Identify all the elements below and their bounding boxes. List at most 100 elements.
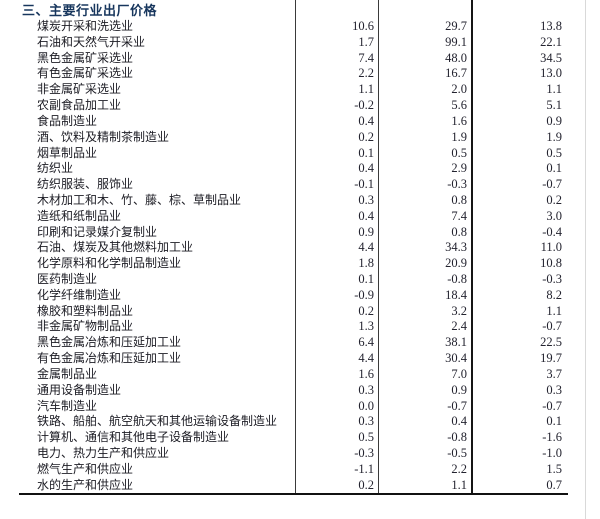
table-row: 纺织服装、服饰业 -0.1 -0.3 -0.7 <box>0 177 600 193</box>
value-col-1: 0.3 <box>358 382 374 397</box>
value-col-3: 1.1 <box>546 303 562 318</box>
column-divider-3 <box>471 0 473 494</box>
value-col-3: -0.3 <box>542 272 562 286</box>
value-col-1: 0.4 <box>358 113 374 128</box>
table-row: 酒、饮料及精制茶制造业 0.2 1.9 1.9 <box>0 130 600 146</box>
industry-name: 石油、煤炭及其他燃料加工业 <box>37 240 194 255</box>
value-col-3: 3.7 <box>546 366 562 381</box>
table-rows: 煤炭开采和洗选业 10.6 29.7 13.8 石油和天然气开采业 1.7 99.1 22.1… <box>0 19 600 493</box>
industry-name: 有色金属冶炼和压延加工业 <box>37 351 182 366</box>
value-col-3: 22.5 <box>540 335 562 350</box>
value-col-3: 1.1 <box>546 82 562 97</box>
value-col-2: 34.3 <box>445 240 467 255</box>
value-col-3: 8.2 <box>546 287 562 302</box>
value-col-3: 0.1 <box>546 161 562 176</box>
value-col-3: 0.9 <box>546 113 562 128</box>
industry-name: 造纸和纸制品业 <box>37 208 122 223</box>
industry-name: 有色金属矿采选业 <box>37 66 134 81</box>
industry-name: 电力、热力生产和供应业 <box>37 445 170 460</box>
value-col-2: 99.1 <box>445 34 467 49</box>
value-col-3: 0.3 <box>546 382 562 397</box>
value-col-2: 2.2 <box>451 461 467 476</box>
value-col-3: 5.1 <box>546 98 562 113</box>
table-row: 石油和天然气开采业 1.7 99.1 22.1 <box>0 35 600 51</box>
value-col-2: 20.9 <box>445 256 467 271</box>
value-col-3: 3.0 <box>546 208 562 223</box>
table-row: 化学纤维制造业 -0.9 18.4 8.2 <box>0 288 600 304</box>
value-col-2: 0.8 <box>451 224 467 239</box>
table-row: 黑色金属冶炼和压延加工业 6.4 38.1 22.5 <box>0 335 600 351</box>
industry-name: 印刷和记录媒介复制业 <box>37 224 158 239</box>
table-row: 煤炭开采和洗选业 10.6 29.7 13.8 <box>0 19 600 35</box>
column-divider-2 <box>378 0 379 494</box>
value-col-1: 1.1 <box>358 82 374 97</box>
value-col-1: 0.2 <box>358 303 374 318</box>
section-title: 三、主要行业出厂价格 <box>22 3 158 18</box>
value-col-3: -1.0 <box>542 445 562 460</box>
value-col-3: 0.5 <box>546 145 562 160</box>
table-row: 石油、煤炭及其他燃料加工业 4.4 34.3 11.0 <box>0 240 600 256</box>
table-row: 有色金属矿采选业 2.2 16.7 13.0 <box>0 66 600 82</box>
industry-name: 石油和天然气开采业 <box>37 34 146 49</box>
table-row: 黑色金属矿采选业 7.4 48.0 34.5 <box>0 51 600 67</box>
table-row: 燃气生产和供应业 -1.1 2.2 1.5 <box>0 462 600 478</box>
value-col-3: -0.4 <box>542 224 562 239</box>
industry-name: 黑色金属矿采选业 <box>37 50 134 65</box>
value-col-3: 1.5 <box>546 461 562 476</box>
industry-name: 黑色金属冶炼和压延加工业 <box>37 335 182 350</box>
value-col-2: -0.8 <box>447 272 467 286</box>
value-col-2: 3.2 <box>451 303 467 318</box>
table-row: 汽车制造业 0.0 -0.7 -0.7 <box>0 399 600 415</box>
value-col-1: 1.8 <box>358 256 374 271</box>
table-row: 水的生产和供应业 0.2 1.1 0.7 <box>0 478 600 494</box>
table-row: 化学原料和化学制品制造业 1.8 20.9 10.8 <box>0 256 600 272</box>
value-col-2: 1.1 <box>451 477 467 492</box>
table-bottom-rule <box>19 493 568 495</box>
value-col-3: -0.7 <box>542 177 562 192</box>
industry-name: 计算机、通信和其他电子设备制造业 <box>37 430 230 445</box>
value-col-3: 22.1 <box>540 34 562 49</box>
value-col-3: 13.0 <box>540 66 562 81</box>
table-row: 电力、热力生产和供应业 -0.3 -0.5 -1.0 <box>0 446 600 462</box>
table-row: 橡胶和塑料制品业 0.2 3.2 1.1 <box>0 304 600 320</box>
value-col-3: 13.8 <box>540 19 562 33</box>
value-col-2: 0.4 <box>451 414 467 429</box>
value-col-1: -1.1 <box>354 461 374 476</box>
industry-name: 水的生产和供应业 <box>37 477 134 492</box>
value-col-2: 0.5 <box>451 145 467 160</box>
value-col-2: -0.5 <box>447 445 467 460</box>
value-col-1: 6.4 <box>358 335 374 350</box>
value-col-2: 7.4 <box>451 208 467 223</box>
value-col-3: 11.0 <box>540 240 562 255</box>
value-col-2: 18.4 <box>445 287 467 302</box>
page-edge-line <box>585 0 586 519</box>
value-col-1: 4.4 <box>358 240 374 255</box>
table-row: 金属制品业 1.6 7.0 3.7 <box>0 367 600 383</box>
value-col-3: -0.7 <box>542 319 562 334</box>
table-row: 铁路、船舶、航空航天和其他运输设备制造业 0.3 0.4 0.1 <box>0 414 600 430</box>
value-col-3: -1.6 <box>542 430 562 445</box>
table-row: 纺织业 0.4 2.9 0.1 <box>0 161 600 177</box>
value-col-3: 0.2 <box>546 192 562 207</box>
value-col-1: 0.1 <box>358 272 374 286</box>
value-col-1: -0.3 <box>354 445 374 460</box>
value-col-1: -0.2 <box>354 98 374 113</box>
industry-name: 化学原料和化学制品制造业 <box>37 256 182 271</box>
industry-name: 酒、饮料及精制茶制造业 <box>37 129 170 144</box>
value-col-3: 0.7 <box>546 477 562 492</box>
industry-name: 农副食品加工业 <box>37 98 122 113</box>
value-col-1: 4.4 <box>358 351 374 366</box>
value-col-1: 1.7 <box>358 34 374 49</box>
value-col-2: 1.6 <box>451 113 467 128</box>
industry-name: 铁路、船舶、航空航天和其他运输设备制造业 <box>37 414 278 429</box>
value-col-3: 34.5 <box>540 50 562 65</box>
value-col-2: 38.1 <box>445 335 467 350</box>
value-col-2: 5.6 <box>451 98 467 113</box>
industry-name: 纺织业 <box>37 161 74 176</box>
value-col-1: 0.1 <box>358 145 374 160</box>
value-col-1: 0.0 <box>358 398 374 413</box>
value-col-1: 0.3 <box>358 414 374 429</box>
value-col-3: 19.7 <box>540 351 562 366</box>
value-col-2: 2.4 <box>451 319 467 334</box>
table-row: 木材加工和木、竹、藤、棕、草制品业 0.3 0.8 0.2 <box>0 193 600 209</box>
